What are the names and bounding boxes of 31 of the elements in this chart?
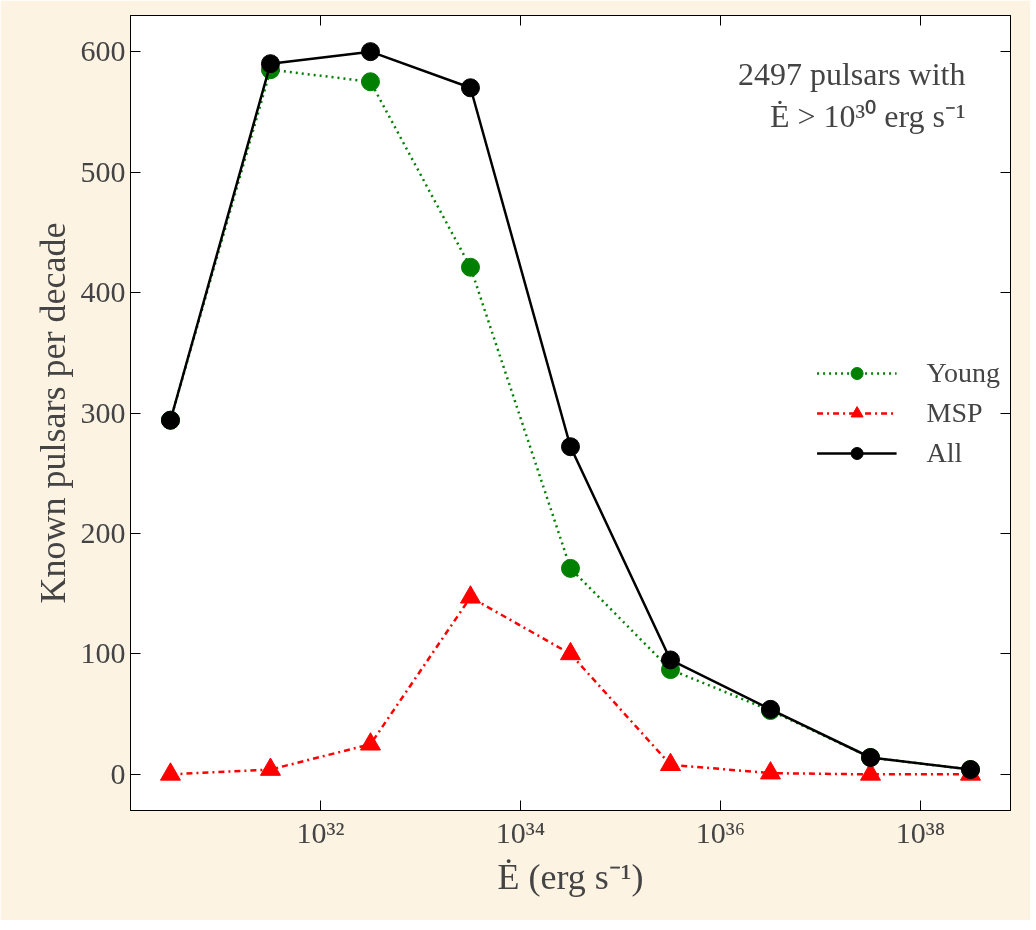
x-tick-label: 10³⁶ xyxy=(695,815,746,849)
point xyxy=(260,54,280,74)
y-tick-label: 300 xyxy=(80,395,126,429)
y-tick-label: 400 xyxy=(80,275,126,309)
point xyxy=(559,641,581,661)
legend-label: MSP xyxy=(926,396,983,429)
x-tick-label: 10³⁸ xyxy=(895,815,946,849)
x-tick-label: 10³⁴ xyxy=(495,815,546,849)
point xyxy=(760,761,781,780)
legend-label: Young xyxy=(926,356,1000,389)
annotation: 2497 pulsars with Ė > 10³⁰ erg s⁻¹ xyxy=(737,55,966,134)
x-axis-title: Ė (erg s⁻¹) xyxy=(497,856,644,897)
point xyxy=(359,732,381,751)
point xyxy=(259,757,281,776)
point xyxy=(459,585,481,604)
point xyxy=(460,257,480,277)
y-tick-label: 600 xyxy=(80,34,126,68)
point xyxy=(460,78,480,98)
point xyxy=(360,72,380,92)
point xyxy=(159,762,181,781)
point xyxy=(360,42,380,62)
y-tick-label: 200 xyxy=(80,515,126,549)
point xyxy=(560,437,580,457)
x-tick-label: 10³² xyxy=(296,815,345,849)
y-tick-label: 500 xyxy=(80,154,126,188)
point xyxy=(659,752,681,771)
y-tick-label: 0 xyxy=(110,756,126,790)
y-axis-title: Known pulsars per decade xyxy=(32,222,73,604)
y-tick-label: 100 xyxy=(80,636,126,670)
point xyxy=(560,558,580,578)
legend-label: All xyxy=(926,436,963,469)
